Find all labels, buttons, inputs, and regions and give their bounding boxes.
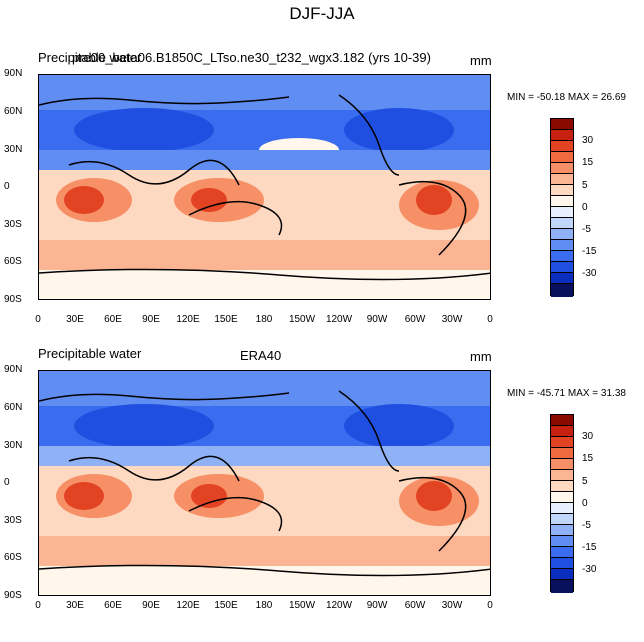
lon-label: 30E xyxy=(66,600,84,611)
lat-label: 60S xyxy=(4,552,22,563)
lat-label: 30S xyxy=(4,515,22,526)
colorbar-label: 0 xyxy=(582,498,588,509)
colorbar-label: 15 xyxy=(582,453,594,464)
lon-label: 60E xyxy=(104,314,122,325)
colorbar-label: -15 xyxy=(582,246,597,257)
colorbar-label: 0 xyxy=(582,202,588,213)
panel-case-label: pre00_beta06.B1850C_LTso.ne30_t232_wgx3.… xyxy=(72,50,431,65)
panel-variable-label: Precipitable water xyxy=(38,50,142,65)
lat-label: 60N xyxy=(4,402,23,413)
lon-label: 30W xyxy=(441,600,463,611)
lat-label: 30S xyxy=(4,219,22,230)
lon-label: 150E xyxy=(214,314,238,325)
lat-label: 90N xyxy=(4,364,23,375)
panel-variable-label: Precipitable water xyxy=(38,346,142,361)
panel-model: Precipitable water pre00_beta06.B1850C_L… xyxy=(0,46,644,346)
lat-label: 60N xyxy=(4,106,23,117)
contour-map xyxy=(38,370,491,596)
contour-map-svg xyxy=(39,371,490,595)
contour-map-svg xyxy=(39,75,490,299)
lon-label: 0 xyxy=(35,314,41,325)
colorbar-label: 15 xyxy=(582,157,594,168)
lon-label: 90W xyxy=(366,600,388,611)
colorbar-label: -5 xyxy=(582,520,591,531)
lon-label: 60W xyxy=(404,600,426,611)
lon-label: 0 xyxy=(487,600,493,611)
contour-map xyxy=(38,74,491,300)
panel-units-label: mm xyxy=(470,349,492,364)
lat-label: 90S xyxy=(4,590,22,601)
lon-label: 150E xyxy=(214,600,238,611)
colorbar-label: 5 xyxy=(582,476,588,487)
colorbar-label: 30 xyxy=(582,431,594,442)
lat-label: 0 xyxy=(4,181,10,192)
panel-case-label: ERA40 xyxy=(240,348,282,363)
colorbar-label: 30 xyxy=(582,135,594,146)
lon-label: 120E xyxy=(176,600,200,611)
lon-label: 0 xyxy=(487,314,493,325)
lon-label: 180 xyxy=(255,600,273,611)
lon-label: 90E xyxy=(142,314,160,325)
lat-label: 90N xyxy=(4,68,23,79)
panel-min-max: MIN = -45.71 MAX = 31.38 xyxy=(507,388,626,399)
colorbar-label: -15 xyxy=(582,542,597,553)
figure-title: DJF-JJA xyxy=(289,4,355,23)
panel-min-max: MIN = -50.18 MAX = 26.69 xyxy=(507,92,626,103)
colorbar-label: -30 xyxy=(582,564,597,575)
lat-label: 60S xyxy=(4,256,22,267)
lon-label: 150W xyxy=(288,600,316,611)
colorbar-label: 5 xyxy=(582,180,588,191)
colorbar-label: -5 xyxy=(582,224,591,235)
colorbar xyxy=(550,118,574,297)
lon-label: 120W xyxy=(325,600,353,611)
lon-label: 90W xyxy=(366,314,388,325)
panel-units-label: mm xyxy=(470,53,492,68)
lon-label: 120E xyxy=(176,314,200,325)
lon-label: 30E xyxy=(66,314,84,325)
lon-label: 180 xyxy=(255,314,273,325)
lat-label: 0 xyxy=(4,477,10,488)
lon-label: 90E xyxy=(142,600,160,611)
lon-label: 150W xyxy=(288,314,316,325)
lat-label: 90S xyxy=(4,294,22,305)
panel-reanalysis: Precipitable water ERA40 mm MIN = -45.71… xyxy=(0,342,644,642)
colorbar-label: -30 xyxy=(582,268,597,279)
lon-label: 60W xyxy=(404,314,426,325)
lon-label: 0 xyxy=(35,600,41,611)
colorbar xyxy=(550,414,574,593)
lat-label: 30N xyxy=(4,440,23,451)
lon-label: 120W xyxy=(325,314,353,325)
lat-label: 30N xyxy=(4,144,23,155)
lon-label: 30W xyxy=(441,314,463,325)
lon-label: 60E xyxy=(104,600,122,611)
